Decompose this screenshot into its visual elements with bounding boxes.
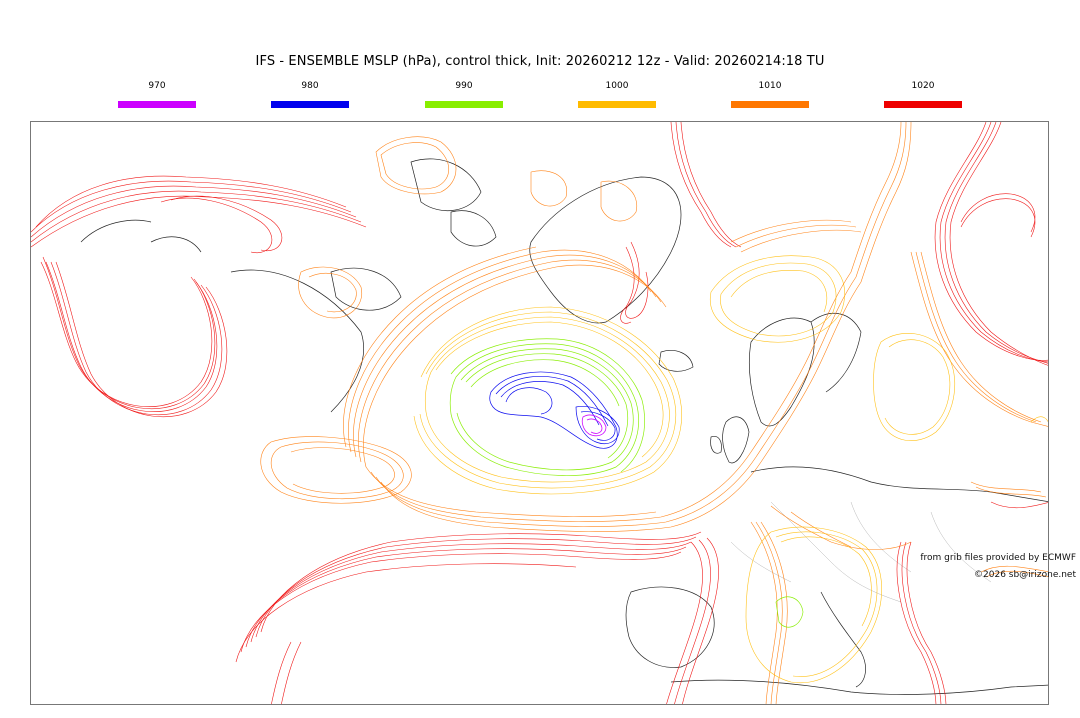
legend-swatch: [578, 101, 656, 108]
copyright-credit: ©2026 sb@irizone.net: [974, 570, 1076, 580]
data-source-credit: from grib files provided by ECMWF: [920, 553, 1076, 563]
legend-label: 1000: [605, 81, 629, 91]
legend-item-970: 970: [118, 80, 196, 108]
legend-swatch: [425, 101, 503, 108]
isobars-1000: [413, 255, 1048, 684]
chart-title: IFS - ENSEMBLE MSLP (hPa), control thick…: [255, 54, 825, 69]
isobars-1020: [31, 122, 1048, 704]
borders: [730, 501, 992, 603]
legend-swatch: [271, 101, 349, 108]
legend-item-1010: 1010: [731, 80, 809, 108]
legend-label: 970: [148, 81, 166, 91]
legend-label: 990: [455, 81, 473, 91]
isobars-1010: [260, 122, 1048, 704]
legend-item-1000: 1000: [578, 80, 656, 108]
legend-label: 1010: [758, 81, 782, 91]
isobar-legend: 970 980 990 1000 1010 1020: [118, 80, 963, 112]
legend-label: 1020: [911, 81, 935, 91]
legend-swatch: [884, 101, 962, 108]
isobars-980: [489, 371, 620, 449]
legend-label: 980: [301, 81, 319, 91]
legend-swatch: [118, 101, 196, 108]
isobars-970: [581, 414, 607, 437]
legend-item-1020: 1020: [884, 80, 962, 108]
isobars-990: [449, 338, 804, 628]
legend-item-980: 980: [271, 80, 349, 108]
legend-swatch: [731, 101, 809, 108]
coastlines: [80, 158, 1048, 695]
map-panel: [30, 121, 1049, 705]
legend-item-990: 990: [425, 80, 503, 108]
map-canvas: [31, 122, 1048, 704]
